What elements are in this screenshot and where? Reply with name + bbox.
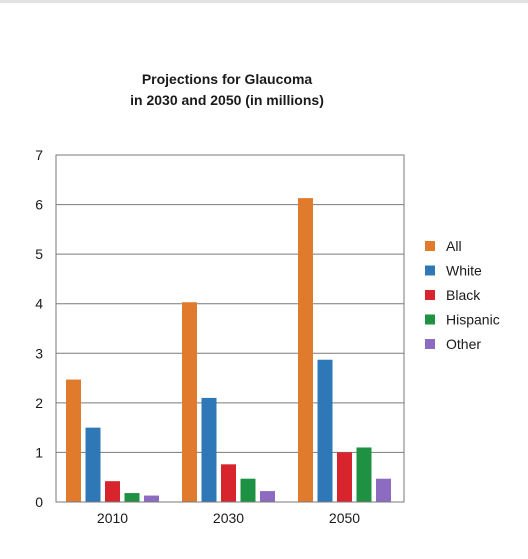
x-tick-label: 2010 [97,510,128,526]
bars [66,198,391,502]
bar-all-2050 [298,198,313,502]
chart-title: Projections for Glaucoma [142,71,313,87]
legend-label-all: All [446,238,462,254]
legend-swatch-black [425,290,435,300]
legend-swatch-all [425,241,435,251]
bar-black-2030 [221,464,236,502]
bar-other-2030 [260,491,275,502]
bar-white-2030 [201,397,217,502]
legend-label-other: Other [446,336,481,352]
x-axis: 2010 2030 2050 [97,510,360,526]
y-tick-label: 3 [35,345,43,361]
y-tick-label: 7 [35,147,43,163]
y-tick-label: 5 [35,246,43,262]
y-tick-label: 4 [35,296,43,312]
legend-swatch-white [425,265,435,276]
y-tick-label: 6 [35,197,43,213]
bar-all-2010 [66,379,81,502]
y-tick-label: 1 [35,444,43,460]
y-tick-label: 0 [35,494,43,510]
top-divider [0,0,528,3]
chart-subtitle: in 2030 and 2050 (in millions) [130,92,324,108]
legend-label-hispanic: Hispanic [446,312,500,328]
legend: All White Black Hispanic Other [425,238,500,352]
bar-white-2050 [317,359,333,502]
bar-other-2050 [376,478,391,502]
bar-black-2010 [105,481,120,502]
bar-hispanic-2030 [240,478,256,502]
bar-white-2010 [85,427,101,502]
plot-frame [55,154,405,503]
legend-swatch-hispanic [425,314,435,325]
legend-swatch-other [425,339,435,349]
bar-black-2050 [337,452,352,502]
legend-label-white: White [446,263,482,279]
y-tick-label: 2 [35,395,43,411]
x-tick-label: 2030 [213,510,244,526]
bar-hispanic-2010 [124,493,140,502]
bar-other-2010 [144,495,159,502]
legend-label-black: Black [446,287,481,303]
bar-hispanic-2050 [356,447,372,502]
y-axis: 0 1 2 3 4 5 6 7 [35,147,43,510]
x-tick-label: 2050 [329,510,360,526]
gridlines [56,204,404,453]
bar-all-2030 [182,302,197,502]
